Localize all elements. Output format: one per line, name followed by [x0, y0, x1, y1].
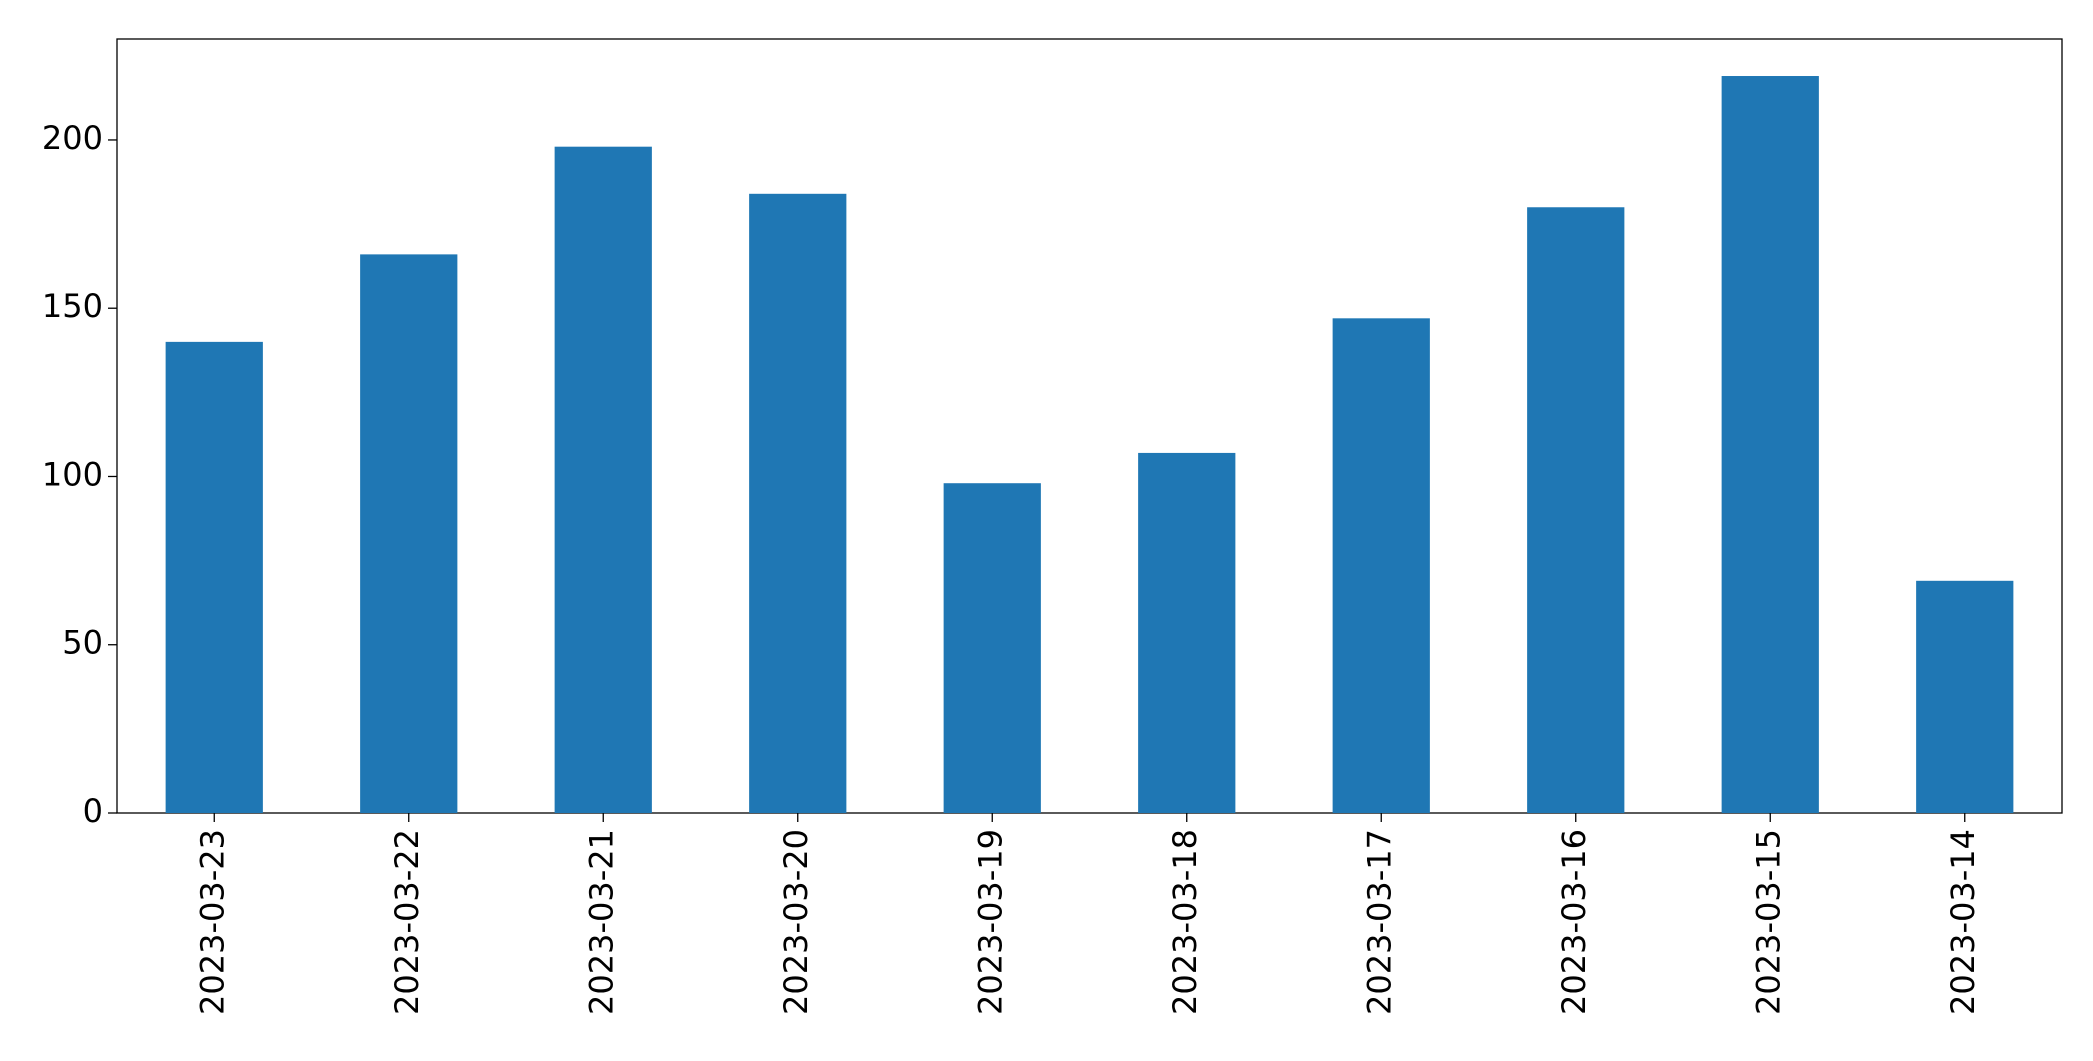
- bar: [749, 193, 847, 814]
- x-tick-label: 2023-03-22: [388, 829, 426, 1015]
- x-tick-label: 2023-03-23: [193, 829, 231, 1015]
- y-tick-label: 100: [42, 455, 103, 493]
- x-tick-label: 2023-03-17: [1360, 829, 1398, 1015]
- x-tick-label: 2023-03-19: [971, 829, 1009, 1015]
- bar: [1721, 76, 1819, 813]
- y-tick-label: 150: [42, 287, 103, 325]
- x-tick-label: 2023-03-20: [777, 829, 815, 1015]
- bar: [1332, 318, 1430, 813]
- y-tick-label: 50: [62, 624, 103, 662]
- x-tick-label: 2023-03-15: [1749, 829, 1787, 1015]
- x-tick-label: 2023-03-18: [1166, 829, 1204, 1015]
- y-tick-label: 0: [83, 792, 103, 830]
- bar: [554, 146, 652, 813]
- bar: [1138, 452, 1236, 813]
- bar: [943, 483, 1041, 813]
- bar: [1916, 580, 2014, 813]
- bar: [165, 341, 263, 813]
- x-tick-label: 2023-03-14: [1944, 829, 1982, 1015]
- bar: [1527, 207, 1625, 813]
- bar: [360, 254, 458, 814]
- y-tick-label: 200: [42, 119, 103, 157]
- x-tick-label: 2023-03-21: [582, 829, 620, 1015]
- plot-frame: [116, 38, 2063, 814]
- x-tick-label: 2023-03-16: [1555, 829, 1593, 1015]
